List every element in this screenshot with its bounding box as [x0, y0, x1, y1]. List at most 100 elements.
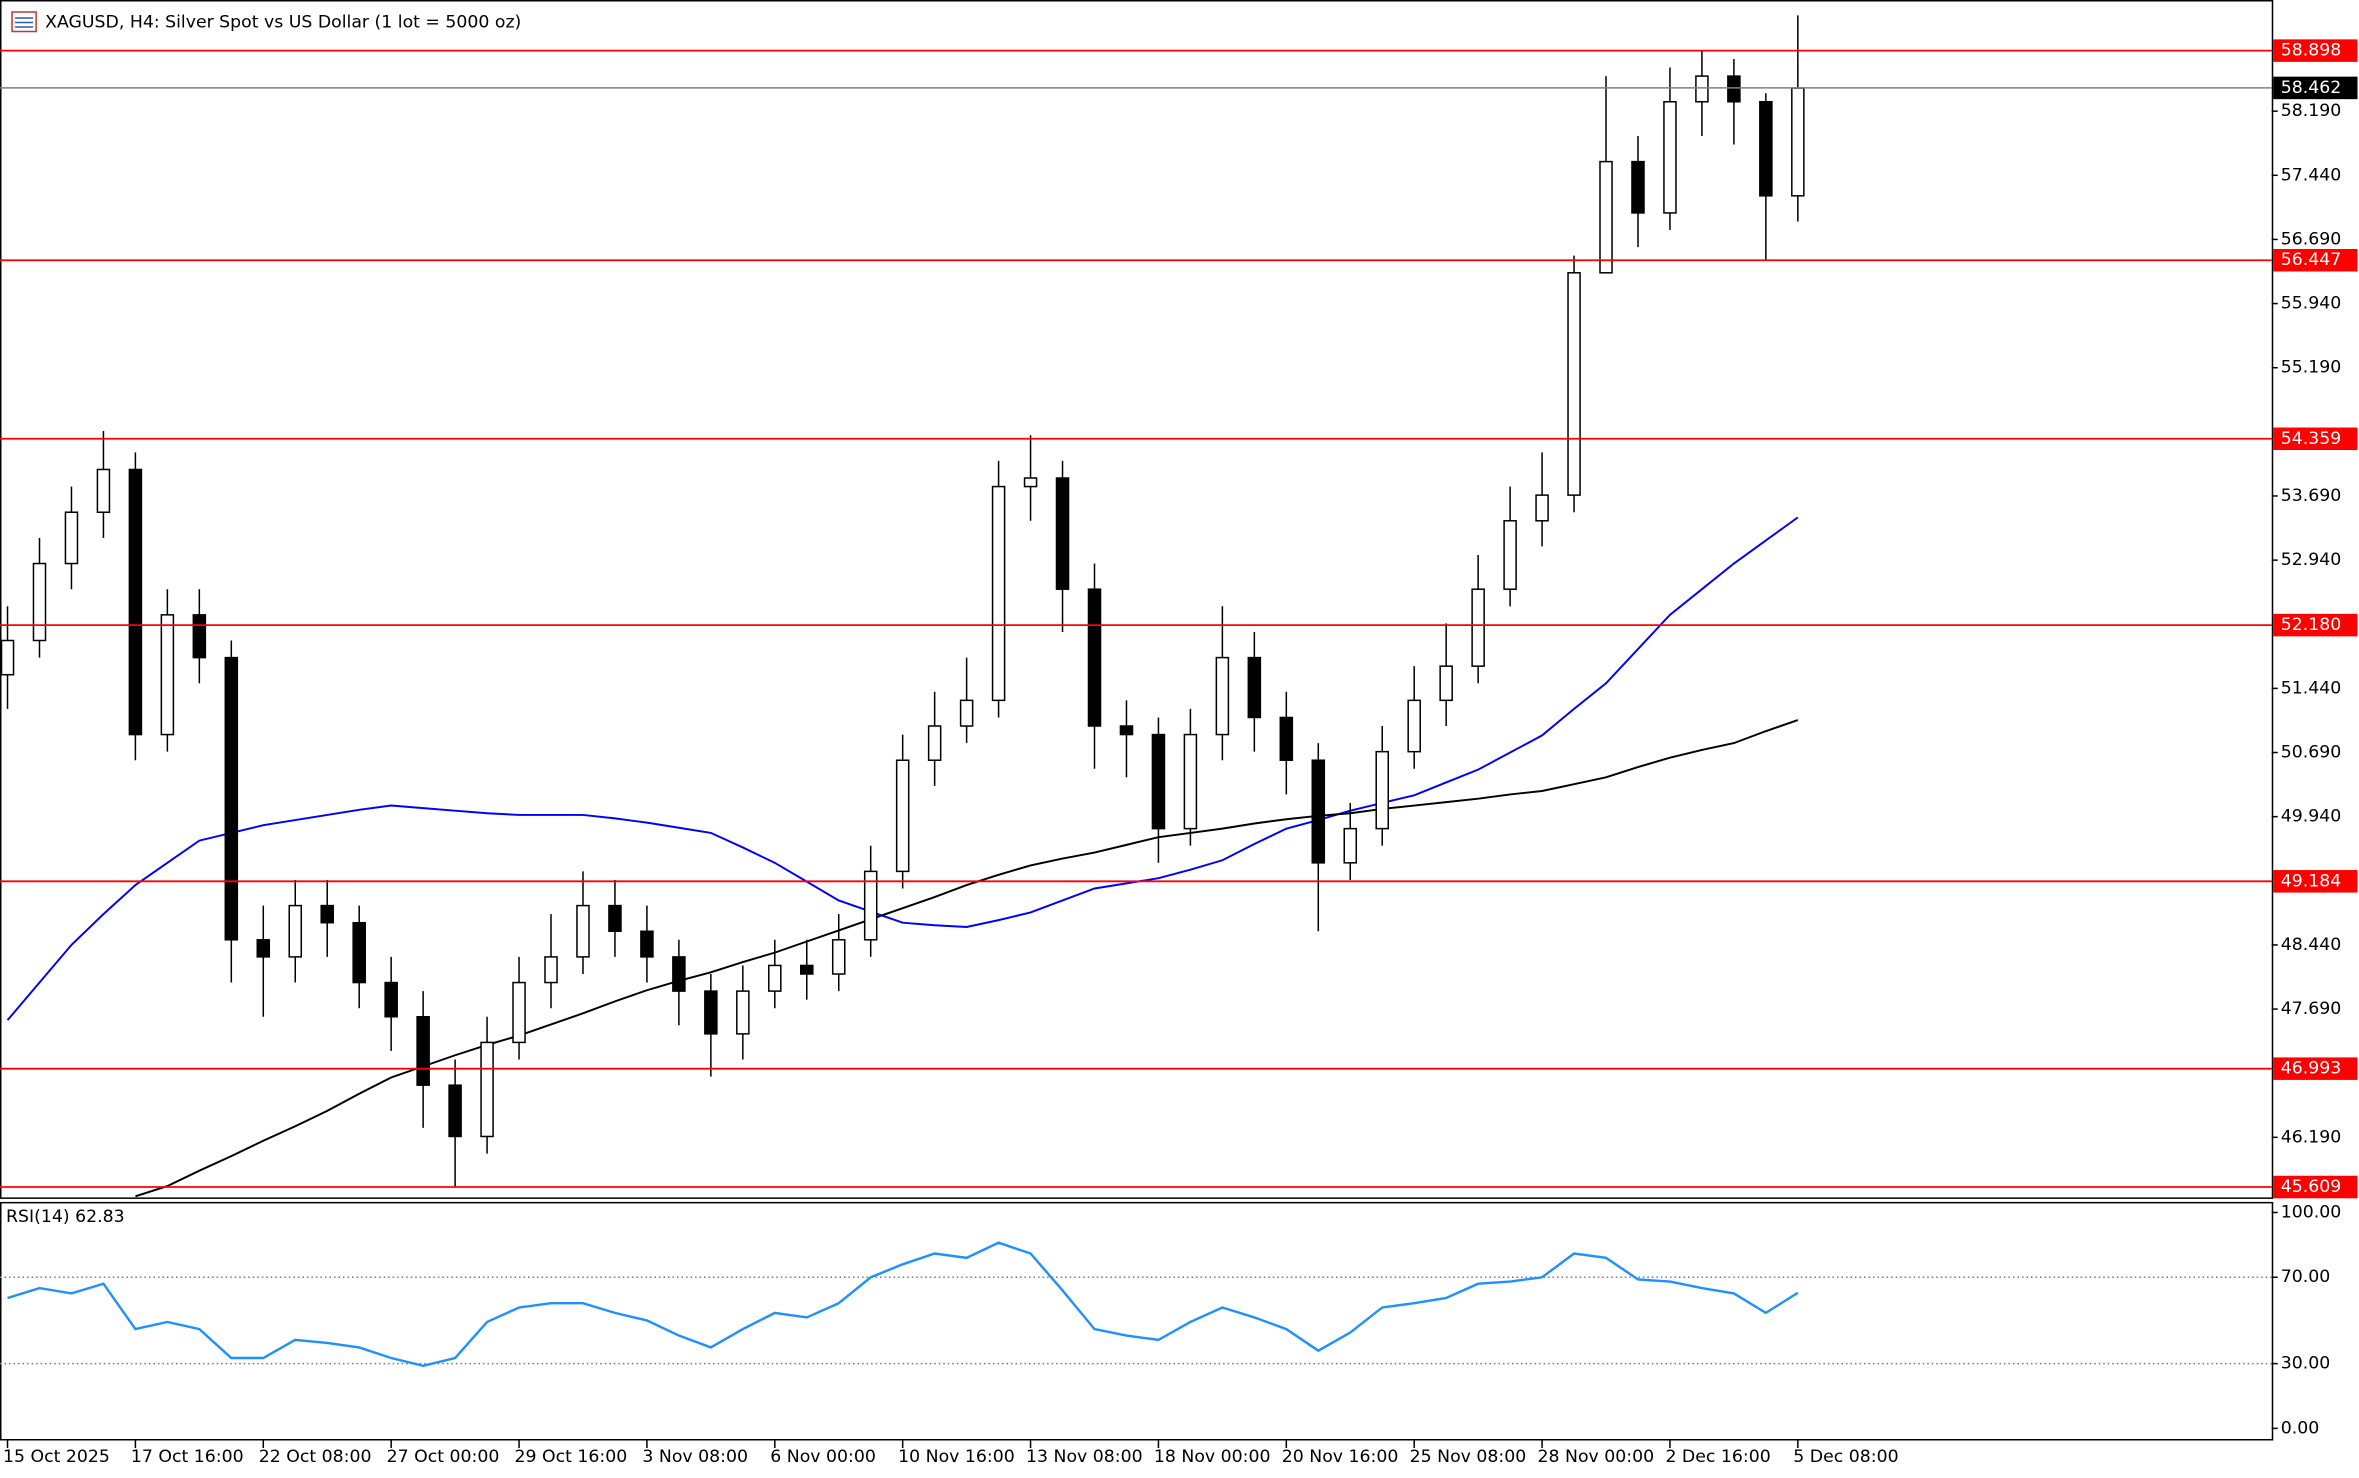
level-label: 56.447	[2281, 250, 2342, 270]
candle-body	[128, 468, 143, 736]
current-price-label: 58.462	[2281, 78, 2342, 98]
candle-body	[1695, 75, 1709, 103]
y-tick-label: 48.440	[2281, 935, 2342, 955]
candle-body	[1247, 656, 1262, 719]
candle-body	[1439, 665, 1453, 702]
candle-body	[416, 1016, 430, 1086]
candle-body	[1055, 477, 1070, 590]
indicator-line	[7, 1241, 1799, 1368]
x-tick-label: 6 Nov 00:00	[770, 1447, 876, 1467]
y-tick-label: 55.190	[2281, 358, 2342, 378]
candle-body	[736, 990, 750, 1035]
candle-body	[1471, 588, 1485, 667]
indicator-line	[135, 719, 1799, 1198]
candle-body	[831, 939, 846, 975]
candle-body	[640, 930, 654, 958]
candle-body	[927, 725, 942, 761]
x-tick-label: 17 Oct 16:00	[131, 1447, 244, 1467]
level-label-box	[2273, 39, 2358, 62]
level-label-box	[2273, 1175, 2358, 1199]
x-tick-label: 18 Nov 00:00	[1154, 1447, 1271, 1467]
level-label-box	[2273, 870, 2358, 893]
rsi-pane-frame	[0, 1201, 2274, 1441]
y-tick-label: 55.940	[2281, 294, 2342, 314]
candle-body	[512, 981, 526, 1044]
candle-body	[384, 981, 398, 1018]
x-tick-label: 15 Oct 2025	[3, 1447, 110, 1467]
candle-body	[863, 870, 878, 941]
candle-body	[1535, 494, 1549, 522]
y-tick-label: 52.940	[2281, 550, 2342, 570]
candle-body	[1279, 716, 1294, 761]
candle-body	[799, 964, 814, 975]
x-tick-label: 2 Dec 16:00	[1665, 1447, 1770, 1467]
level-label-box	[2273, 248, 2358, 272]
candle-body	[320, 904, 334, 924]
candle-body	[1119, 725, 1134, 736]
candle-body	[1087, 588, 1102, 727]
symbol-icon	[11, 11, 37, 33]
candle-body	[96, 468, 111, 513]
candle-body	[256, 939, 271, 958]
level-label: 52.180	[2281, 615, 2342, 635]
level-label: 45.609	[2281, 1177, 2342, 1197]
y-tick-label: 58.190	[2281, 101, 2342, 121]
candle-body	[1727, 75, 1741, 103]
x-tick-label: 20 Nov 16:00	[1282, 1447, 1399, 1467]
y-tick-label: 46.190	[2281, 1127, 2342, 1147]
candle-body	[1631, 160, 1645, 214]
y-tick-label: 30.00	[2281, 1354, 2331, 1374]
x-tick-label: 10 Nov 16:00	[898, 1447, 1015, 1467]
x-tick-label: 25 Nov 08:00	[1410, 1447, 1527, 1467]
candle-body	[1343, 827, 1358, 864]
candle-body	[895, 759, 910, 873]
candle-body	[0, 639, 15, 676]
x-tick-label: 22 Oct 08:00	[259, 1447, 372, 1467]
level-label-box	[2273, 427, 2358, 451]
level-label: 54.359	[2281, 429, 2342, 449]
candle-body	[1407, 699, 1421, 753]
y-tick-label: 50.690	[2281, 743, 2342, 763]
x-tick-label: 13 Nov 08:00	[1026, 1447, 1143, 1467]
x-tick-label: 29 Oct 16:00	[515, 1447, 628, 1467]
x-tick-label: 27 Oct 00:00	[387, 1447, 500, 1467]
candle-body	[1663, 101, 1677, 214]
candle-body	[1023, 477, 1038, 488]
chart-title: XAGUSD, H4: Silver Spot vs US Dollar (1 …	[45, 13, 521, 33]
candle-body	[480, 1041, 494, 1138]
candle-body	[64, 511, 79, 565]
level-label-box	[2273, 1057, 2358, 1080]
x-tick-label: 3 Nov 08:00	[642, 1447, 748, 1467]
x-tick-label: 5 Dec 08:00	[1793, 1447, 1898, 1467]
candle-body	[288, 904, 303, 958]
candle-body	[1151, 733, 1166, 830]
candle-body	[1503, 520, 1517, 590]
level-label: 49.184	[2281, 871, 2342, 891]
y-tick-label: 53.690	[2281, 486, 2342, 506]
candle-body	[768, 964, 782, 992]
level-label: 58.898	[2281, 41, 2342, 61]
candle-body	[448, 1084, 462, 1138]
indicator-line	[6, 516, 1799, 1021]
candle-body	[192, 614, 207, 659]
candle-body	[32, 562, 47, 642]
candle-body	[672, 956, 686, 992]
candle-body	[544, 956, 558, 984]
candle-body	[1183, 733, 1198, 830]
candle-body	[1791, 87, 1805, 197]
candle-body	[1375, 750, 1389, 830]
candle-body	[1215, 656, 1230, 736]
candle-body	[959, 699, 974, 727]
candle-body	[1759, 101, 1773, 197]
candle-body	[608, 904, 622, 932]
y-tick-label: 56.690	[2281, 229, 2342, 249]
candle-body	[704, 990, 718, 1035]
y-tick-label: 51.440	[2281, 678, 2342, 698]
candle-body	[576, 904, 590, 958]
y-tick-label: 0.00	[2281, 1418, 2320, 1438]
y-tick-label: 49.940	[2281, 807, 2342, 827]
candle-body	[1567, 272, 1581, 496]
